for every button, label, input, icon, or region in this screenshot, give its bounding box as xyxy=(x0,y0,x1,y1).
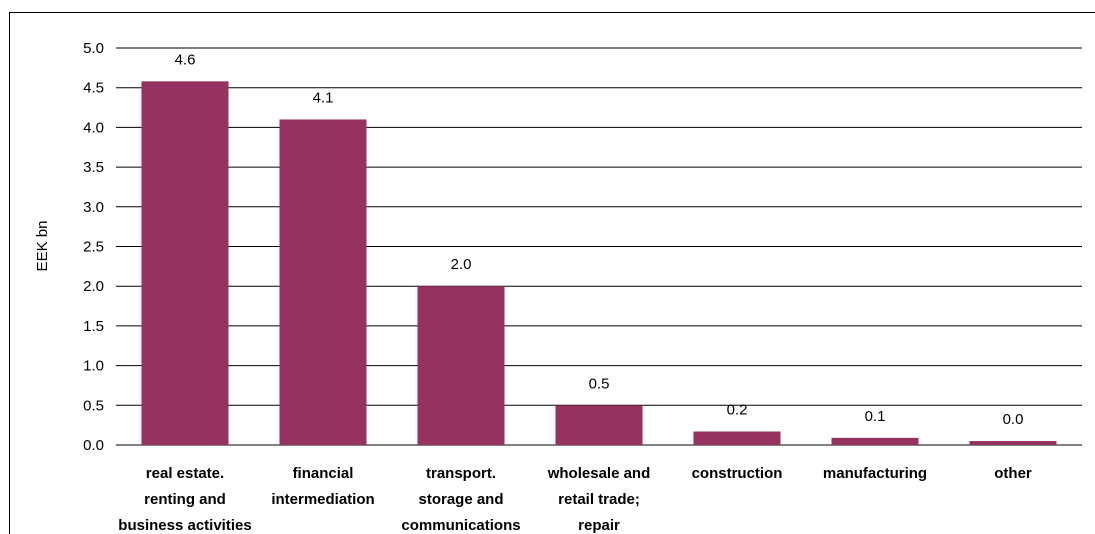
y-tick-label: 5.0 xyxy=(83,40,104,57)
category-label: retail trade; xyxy=(558,491,640,508)
data-labels: 4.6 4.1 2.0 0.5 0.2 0.1 0.0 xyxy=(175,51,1024,428)
category-label: intermediation xyxy=(271,491,374,508)
bar xyxy=(969,441,1057,445)
y-tick-label: 2.0 xyxy=(83,278,104,295)
category-label: transport. xyxy=(426,465,496,482)
data-label: 0.5 xyxy=(589,375,610,392)
y-tick-label: 3.5 xyxy=(83,159,104,176)
y-tick-label: 1.0 xyxy=(83,358,104,375)
y-tick-label: 1.5 xyxy=(83,318,104,335)
data-label: 0.2 xyxy=(727,402,748,419)
category-label: wholesale and xyxy=(547,465,651,482)
y-tick-label: 3.0 xyxy=(83,199,104,216)
category-label: business activities xyxy=(118,517,251,534)
y-axis-ticks: 0.0 0.5 1.0 1.5 2.0 2.5 3.0 3.5 4.0 4.5 5.0 xyxy=(83,40,104,454)
bar xyxy=(141,81,229,446)
y-tick-label: 4.5 xyxy=(83,80,104,97)
bar xyxy=(831,437,919,445)
category-label: real estate. xyxy=(146,465,224,482)
data-label: 0.1 xyxy=(865,408,886,425)
category-label: manufacturing xyxy=(823,465,927,482)
category-labels: real estate. renting and business activiti… xyxy=(118,465,1032,534)
y-tick-label: 2.5 xyxy=(83,239,104,256)
bar xyxy=(279,119,367,446)
data-label: 2.0 xyxy=(451,256,472,273)
bar xyxy=(555,405,643,445)
category-label: renting and xyxy=(144,491,226,508)
bar xyxy=(693,431,781,445)
category-label: financial xyxy=(293,465,354,482)
chart-frame xyxy=(9,12,1095,534)
y-tick-label: 0.5 xyxy=(83,397,104,414)
category-label: storage and xyxy=(418,491,503,508)
category-label: repair xyxy=(578,517,620,534)
category-label: construction xyxy=(692,465,783,482)
data-label: 0.0 xyxy=(1003,411,1024,428)
data-label: 4.1 xyxy=(313,89,334,106)
category-label: other xyxy=(994,465,1032,482)
y-tick-label: 4.0 xyxy=(83,119,104,136)
bars xyxy=(141,81,1057,446)
bar xyxy=(417,286,505,445)
y-axis-label: EEK bn xyxy=(34,221,51,272)
y-tick-label: 0.0 xyxy=(83,437,104,454)
data-label: 4.6 xyxy=(175,51,196,68)
category-label: communications xyxy=(401,517,520,534)
